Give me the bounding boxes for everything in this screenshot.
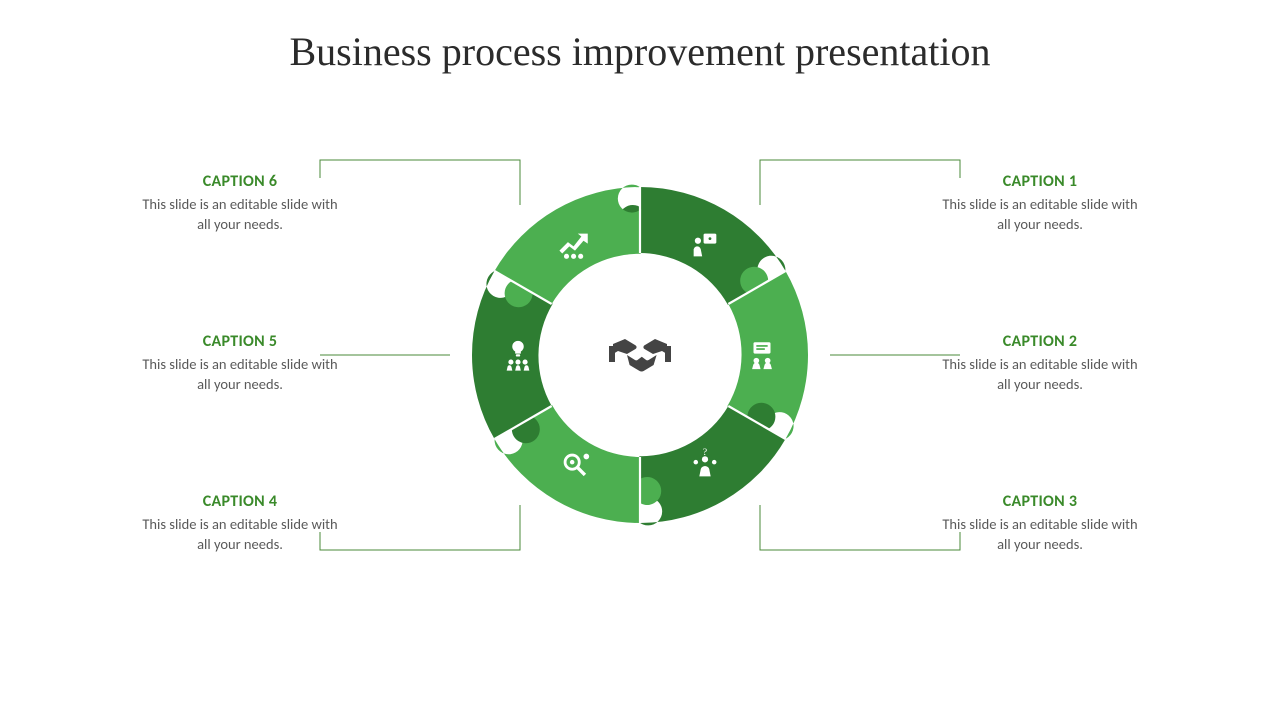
caption-2-label: CAPTION 2: [935, 332, 1145, 351]
caption-6-body: This slide is an editable slide with all…: [135, 195, 345, 234]
callout-1: CAPTION 1 This slide is an editable slid…: [935, 172, 1145, 234]
callout-6: CAPTION 6 This slide is an editable slid…: [135, 172, 345, 234]
caption-4-label: CAPTION 4: [135, 492, 345, 511]
caption-3-body: This slide is an editable slide with all…: [935, 515, 1145, 554]
caption-1-body: This slide is an editable slide with all…: [935, 195, 1145, 234]
caption-4-body: This slide is an editable slide with all…: [135, 515, 345, 554]
callout-3: CAPTION 3 This slide is an editable slid…: [935, 492, 1145, 554]
caption-5-label: CAPTION 5: [135, 332, 345, 351]
caption-2-body: This slide is an editable slide with all…: [935, 355, 1145, 394]
caption-6-label: CAPTION 6: [135, 172, 345, 191]
callout-4: CAPTION 4 This slide is an editable slid…: [135, 492, 345, 554]
caption-5-body: This slide is an editable slide with all…: [135, 355, 345, 394]
callout-2: CAPTION 2 This slide is an editable slid…: [935, 332, 1145, 394]
caption-1-label: CAPTION 1: [935, 172, 1145, 191]
callout-5: CAPTION 5 This slide is an editable slid…: [135, 332, 345, 394]
caption-3-label: CAPTION 3: [935, 492, 1145, 511]
page-title: Business process improvement presentatio…: [0, 28, 1280, 75]
